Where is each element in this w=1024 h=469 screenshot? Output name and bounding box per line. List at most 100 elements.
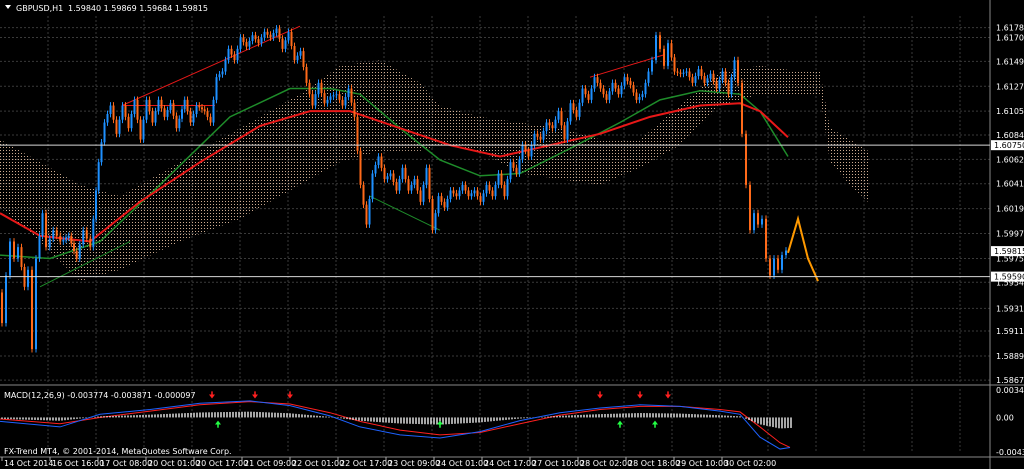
candle-body	[151, 111, 154, 123]
candle-body	[5, 275, 7, 324]
time-tick-label: 28 Oct 18:00	[628, 459, 680, 468]
candle-body	[317, 82, 320, 95]
candle-body	[266, 31, 269, 35]
candle-body	[166, 110, 169, 117]
arrow-down-icon	[287, 394, 293, 399]
candle-body	[548, 122, 551, 126]
candle-body	[181, 109, 183, 119]
chevron-down-icon[interactable]	[5, 5, 11, 9]
candle-body	[323, 93, 326, 104]
price-tick-label: 1.59540	[996, 278, 1024, 287]
candle-body	[584, 88, 587, 95]
candle-body	[362, 184, 365, 205]
candle-body	[115, 119, 118, 134]
candle-body	[482, 193, 485, 202]
candle-body	[13, 241, 15, 259]
candle-body	[106, 114, 109, 123]
candle-body	[356, 116, 359, 151]
candle-body	[730, 77, 733, 95]
candle-body	[506, 179, 509, 197]
candle-body	[227, 48, 230, 61]
candle-body	[195, 105, 198, 115]
candle-body	[85, 230, 88, 239]
candle-body	[73, 243, 75, 251]
candle-body	[233, 54, 236, 61]
candle-body	[593, 77, 596, 89]
candle-body	[198, 105, 201, 108]
candle-body	[70, 235, 73, 244]
price-tick-label: 1.61700	[996, 34, 1024, 43]
candle-body	[569, 103, 572, 122]
candle-body	[416, 179, 419, 191]
candle-body	[183, 99, 186, 110]
candle-body	[206, 111, 209, 117]
candle-body	[476, 190, 479, 197]
candle-body	[157, 99, 160, 112]
candle-body	[254, 35, 257, 40]
candle-body	[341, 99, 344, 106]
arrow-down-icon	[252, 394, 258, 399]
candle-body	[512, 162, 515, 168]
candle-body	[38, 235, 41, 259]
macd-main-line	[0, 400, 791, 450]
candle-body	[473, 190, 476, 194]
price-tick-label: 1.60625	[996, 155, 1024, 164]
candle-body	[709, 73, 712, 79]
candle-body	[103, 122, 106, 143]
candle-body	[75, 250, 78, 259]
candle-body	[308, 82, 311, 95]
level-label: 1.59590	[994, 273, 1024, 282]
candle-body	[769, 258, 771, 276]
candle-body	[679, 72, 682, 74]
candle-body	[757, 213, 759, 225]
candle-body	[685, 71, 688, 73]
candle-body	[284, 40, 287, 49]
macd-title: MACD(12,26,9) -0.003774 -0.003871 -0.000…	[4, 391, 196, 400]
candles	[1, 25, 787, 353]
candle-body	[626, 77, 629, 82]
candle-body	[347, 88, 350, 98]
candle-body	[136, 99, 139, 120]
candle-body	[371, 173, 374, 199]
candle-body	[566, 121, 569, 140]
candle-body	[89, 238, 92, 248]
candle-body	[326, 99, 329, 104]
candle-body	[392, 173, 395, 183]
candle-body	[92, 218, 95, 248]
candle-body	[602, 88, 605, 95]
candle-body	[694, 76, 697, 83]
candle-body	[65, 237, 67, 240]
candle-body	[404, 167, 407, 180]
candle-body	[127, 116, 130, 129]
candle-body	[575, 110, 578, 117]
candle-body	[118, 119, 121, 134]
candle-body	[682, 72, 685, 74]
current-price-label: 1.59815	[994, 247, 1024, 256]
candle-body	[599, 82, 602, 89]
arrow-down-icon	[209, 394, 215, 399]
ema-green-line	[0, 87, 789, 260]
candle-body	[332, 95, 335, 97]
candle-body	[452, 190, 455, 194]
time-tick-label: 20 Oct 01:00	[148, 459, 200, 468]
candle-body	[724, 71, 727, 83]
candle-body	[632, 85, 635, 93]
candle-body	[401, 167, 404, 180]
price-tick-label: 1.60190	[996, 205, 1024, 214]
time-tick-label: 29 Oct 10:00	[676, 459, 728, 468]
macd-signal-line	[0, 401, 791, 448]
macd-tick-label: -0.004397	[996, 448, 1024, 457]
candle-body	[82, 230, 85, 245]
price-tick-label: 1.61490	[996, 57, 1024, 66]
candle-body	[554, 119, 557, 129]
candle-body	[186, 99, 189, 112]
candle-body	[608, 91, 611, 100]
time-tick-label: 22 Oct 17:00	[340, 459, 392, 468]
candle-body	[100, 142, 103, 163]
candle-body	[533, 133, 536, 146]
candle-body	[55, 230, 58, 236]
candle-body	[509, 162, 512, 180]
candle-body	[697, 69, 700, 77]
candle-body	[95, 190, 97, 219]
